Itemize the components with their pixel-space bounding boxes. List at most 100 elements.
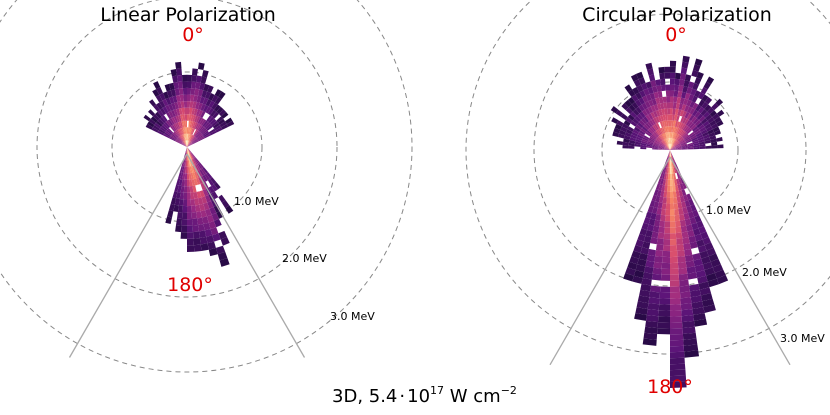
backward-lobe-bin (187, 160, 190, 167)
forward-lobe-bin (207, 108, 214, 116)
forward-lobe-bin (186, 133, 187, 141)
forward-lobe-bin (155, 94, 163, 103)
forward-lobe-bin (685, 119, 691, 126)
backward-lobe-bin (209, 207, 217, 215)
backward-lobe-bin (680, 303, 693, 311)
backward-lobe-bin (211, 191, 219, 200)
forward-lobe-bin (179, 128, 183, 135)
forward-lobe-bin (630, 134, 637, 139)
forward-lobe-bin (199, 82, 206, 91)
forward-lobe-bin (205, 123, 212, 130)
backward-lobe-bin (187, 245, 195, 252)
forward-lobe-bin (195, 82, 201, 90)
forward-lobe-bin (670, 149, 676, 150)
backward-lobe-bin (187, 147, 188, 154)
forward-lobe-bin (701, 94, 709, 102)
forward-lobe-bin (705, 145, 712, 149)
forward-lobe-bin (196, 95, 202, 103)
backward-lobe-bin (641, 278, 652, 286)
forward-lobe-bin (153, 81, 161, 90)
backward-lobe-bin (677, 202, 683, 209)
forward-lobe-bin (681, 91, 687, 99)
forward-lobe-bin (706, 76, 715, 85)
backward-lobe-bin (660, 286, 670, 293)
forward-lobe-bin (192, 140, 199, 145)
forward-lobe-bin (632, 87, 640, 95)
backward-lobe-bin (681, 315, 694, 323)
backward-lobe-bin (671, 161, 674, 168)
forward-lobe-bin (156, 120, 163, 127)
backward-lobe-bin (650, 237, 658, 245)
forward-lobe-bin (183, 94, 187, 102)
forward-lobe-bin (176, 129, 181, 136)
forward-lobe-bin (704, 137, 711, 142)
forward-lobe-bin (715, 98, 724, 107)
forward-lobe-bin (693, 128, 700, 134)
backward-lobe-bin (207, 178, 214, 186)
forward-lobe-bin (651, 134, 657, 139)
backward-lobe-bin (221, 200, 230, 209)
backward-lobe-bin (652, 225, 660, 233)
backward-lobe-bin (202, 216, 209, 224)
backward-lobe-bin (665, 209, 670, 216)
backward-lobe-bin (631, 250, 641, 259)
forward-lobe-bin (202, 130, 209, 136)
forward-lobe-bin (696, 134, 704, 139)
forward-lobe-bin (659, 134, 664, 141)
forward-lobe-bin (658, 135, 663, 141)
backward-lobe-bin (182, 173, 186, 180)
forward-lobe-bin (159, 93, 166, 101)
forward-lobe-bin (651, 98, 657, 106)
backward-lobe-bin (182, 199, 187, 207)
backward-lobe-bin (694, 233, 703, 242)
backward-lobe-bin (193, 191, 198, 199)
backward-lobe-bin (658, 226, 665, 234)
backward-lobe-bin (218, 230, 227, 240)
forward-lobe-bin (664, 108, 668, 115)
backward-lobe-bin (644, 326, 658, 334)
backward-lobe-bin (178, 179, 183, 186)
backward-lobe-bin (205, 208, 212, 217)
forward-lobe-bin (163, 133, 170, 139)
forward-lobe-bin (190, 114, 194, 122)
forward-lobe-bin (665, 120, 669, 127)
forward-lobe-bin (658, 66, 665, 74)
forward-lobe-bin (167, 128, 174, 134)
forward-lobe-bin (664, 72, 670, 79)
forward-lobe-bin (628, 104, 636, 112)
forward-lobe-bin (187, 101, 191, 108)
backward-lobe-bin (669, 150, 670, 156)
forward-lobe-bin (659, 144, 665, 148)
forward-lobe-bin (664, 66, 670, 73)
forward-lobe-bin (182, 114, 186, 121)
forward-lobe-bin (185, 120, 187, 128)
backward-lobe-bin (167, 210, 174, 218)
forward-lobe-bin (187, 140, 190, 147)
forward-lobe-bin (152, 89, 160, 97)
backward-lobe-bin (637, 258, 647, 267)
backward-lobe-bin (674, 179, 678, 186)
forward-lobe-bin (209, 118, 217, 125)
forward-lobe-bin (636, 71, 644, 80)
forward-lobe-bin (612, 131, 620, 137)
forward-lobe-bin (616, 140, 624, 145)
backward-lobe-bin (683, 212, 690, 220)
forward-lobe-bin (162, 99, 169, 107)
forward-lobe-bin (178, 108, 183, 115)
forward-lobe-bin (187, 133, 189, 141)
forward-lobe-bin (656, 103, 662, 110)
backward-lobe-bin (662, 250, 670, 258)
forward-lobe-bin (663, 139, 668, 145)
forward-lobe-bin (691, 69, 699, 78)
backward-lobe-bin (668, 150, 670, 156)
forward-lobe-bin (705, 114, 713, 121)
forward-lobe-bin (196, 132, 202, 139)
forward-lobe-bin (654, 140, 661, 145)
forward-lobe-bin (174, 88, 180, 96)
backward-lobe-bin (676, 172, 681, 179)
forward-lobe-bin (661, 140, 667, 146)
forward-lobe-bin (647, 128, 654, 135)
backward-lobe-bin (633, 270, 644, 278)
backward-lobe-bin (178, 172, 182, 180)
backward-lobe-bin (198, 224, 205, 232)
